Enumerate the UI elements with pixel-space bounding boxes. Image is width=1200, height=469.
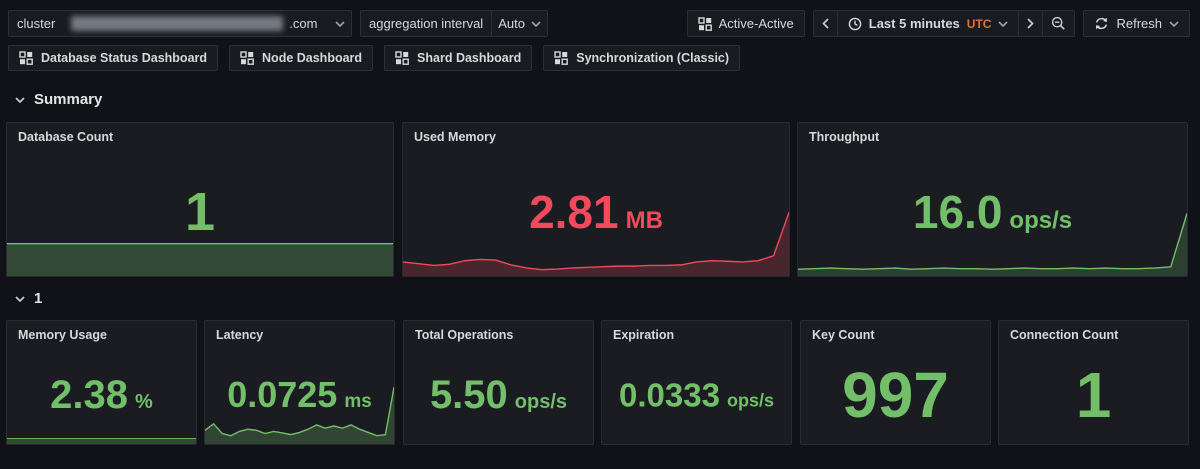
- apps-grid-icon: [19, 51, 33, 65]
- stat-number: 2.38: [50, 372, 129, 417]
- stat-value: 2.81 MB: [403, 189, 789, 235]
- panel-title[interactable]: Connection Count: [1010, 328, 1119, 342]
- stat-number: 2.81: [529, 185, 619, 238]
- panel-key-count: Key Count 997: [800, 320, 991, 445]
- dashboard-link-database-status[interactable]: Database Status Dashboard: [8, 45, 219, 71]
- panel-title[interactable]: Total Operations: [415, 328, 514, 342]
- dashboard-link-synchronization[interactable]: Synchronization (Classic): [543, 45, 741, 71]
- panel-latency: Latency 0.0725 ms: [204, 320, 395, 445]
- stat-value: 5.50 ops/s: [404, 375, 593, 415]
- panel-connection-count: Connection Count 1: [998, 320, 1189, 445]
- active-active-link-button[interactable]: Active-Active: [686, 10, 805, 37]
- toolbar-right: Active-Active Last 5 minutes UTC Refresh: [686, 10, 1190, 37]
- dashboard-link-label: Database Status Dashboard: [41, 51, 208, 65]
- row-title: Summary: [34, 91, 103, 108]
- stat-value: 16.0 ops/s: [798, 189, 1187, 235]
- active-active-label: Active-Active: [718, 16, 794, 31]
- stat-number: 0.0333: [619, 376, 720, 414]
- stat-number: 0.0725: [227, 373, 338, 415]
- refresh-icon: [1094, 16, 1109, 31]
- stat-value: 2.38 %: [7, 375, 196, 415]
- dashboard-link-shard[interactable]: Shard Dashboard: [384, 45, 533, 71]
- panel-total-operations: Total Operations 5.50 ops/s: [403, 320, 594, 445]
- stat-number: 997: [842, 358, 949, 431]
- apps-grid-icon: [240, 51, 254, 65]
- divider: [491, 11, 493, 36]
- stat-value: 0.0725 ms: [205, 373, 394, 415]
- apps-grid-icon: [395, 51, 409, 65]
- chevron-down-icon: [998, 20, 1009, 27]
- time-range-picker-button[interactable]: Last 5 minutes UTC: [836, 10, 1020, 37]
- panel-title[interactable]: Used Memory: [414, 130, 496, 144]
- chevron-down-icon: [1169, 20, 1179, 27]
- aggregation-interval-label: aggregation interval: [369, 16, 484, 31]
- stat-number: 16.0: [912, 185, 1003, 238]
- cluster-value-redacted: [71, 16, 284, 31]
- stat-value: 997: [801, 363, 990, 427]
- stat-number: 1: [1075, 358, 1112, 431]
- stat-value: 0.0333 ops/s: [602, 378, 791, 411]
- panel-memory-usage: Memory Usage 2.38 %: [6, 320, 197, 445]
- panel-title[interactable]: Expiration: [613, 328, 675, 342]
- chevron-down-icon: [531, 20, 541, 27]
- panel-title[interactable]: Database Count: [18, 130, 114, 144]
- cluster-variable-label: cluster: [17, 16, 56, 31]
- row-title: 1: [34, 290, 43, 307]
- panel-used-memory: Used Memory 2.81 MB: [402, 122, 790, 277]
- row-header-1[interactable]: 1: [15, 290, 42, 307]
- apps-grid-icon: [697, 16, 712, 31]
- sparkline: [403, 211, 789, 276]
- stat-unit: MB: [625, 206, 663, 234]
- dashboard-links-row: Database Status Dashboard Node Dashboard…: [8, 45, 741, 71]
- zoom-out-time-button[interactable]: [1042, 10, 1076, 37]
- refresh-button[interactable]: Refresh: [1083, 10, 1190, 37]
- sparkline: [7, 243, 393, 276]
- time-picker-group: Last 5 minutes UTC: [812, 10, 1076, 37]
- timezone-label: UTC: [966, 16, 992, 31]
- chevron-down-icon: [335, 20, 345, 27]
- stat-unit: ops/s: [514, 390, 568, 413]
- clock-icon: [848, 17, 862, 31]
- stat-unit: ms: [344, 390, 372, 412]
- stat-value: 1: [999, 363, 1188, 427]
- chevron-right-icon: [1027, 18, 1035, 29]
- chevron-down-icon: [15, 295, 25, 302]
- dashboard-link-node[interactable]: Node Dashboard: [229, 45, 374, 71]
- dashboard-link-label: Synchronization (Classic): [576, 51, 730, 65]
- time-shift-back-button[interactable]: [812, 10, 838, 37]
- chevron-down-icon: [15, 96, 25, 103]
- sparkline: [798, 212, 1187, 276]
- panel-title[interactable]: Memory Usage: [18, 328, 107, 342]
- stat-value: 1: [7, 185, 393, 239]
- time-range-label: Last 5 minutes: [868, 16, 960, 31]
- search-minus-icon: [1052, 16, 1066, 30]
- stat-unit: %: [135, 390, 153, 413]
- row-header-summary[interactable]: Summary: [15, 91, 102, 108]
- chevron-left-icon: [822, 18, 829, 29]
- refresh-label: Refresh: [1116, 16, 1162, 31]
- panel-throughput: Throughput 16.0 ops/s: [797, 122, 1188, 277]
- apps-grid-icon: [554, 51, 569, 65]
- sparkline: [205, 386, 394, 444]
- panel-title[interactable]: Latency: [216, 328, 264, 342]
- cluster-variable-dropdown[interactable]: cluster .com: [8, 10, 352, 37]
- time-shift-forward-button[interactable]: [1018, 10, 1044, 37]
- stat-number: 1: [184, 181, 216, 242]
- dashboard-link-label: Node Dashboard: [262, 51, 363, 65]
- panel-title[interactable]: Throughput: [809, 130, 880, 144]
- aggregation-interval-dropdown[interactable]: aggregation interval Auto: [360, 10, 548, 37]
- dashboard-link-label: Shard Dashboard: [417, 51, 522, 65]
- stat-unit: ops/s: [1009, 206, 1073, 234]
- panel-database-count: Database Count 1: [6, 122, 394, 277]
- sparkline: [7, 438, 196, 444]
- panel-title[interactable]: Key Count: [812, 328, 875, 342]
- stat-unit: ops/s: [726, 390, 774, 411]
- aggregation-interval-value: Auto: [498, 16, 525, 31]
- panel-expiration: Expiration 0.0333 ops/s: [601, 320, 792, 445]
- cluster-value-suffix: .com: [289, 16, 318, 31]
- stat-number: 5.50: [429, 372, 508, 417]
